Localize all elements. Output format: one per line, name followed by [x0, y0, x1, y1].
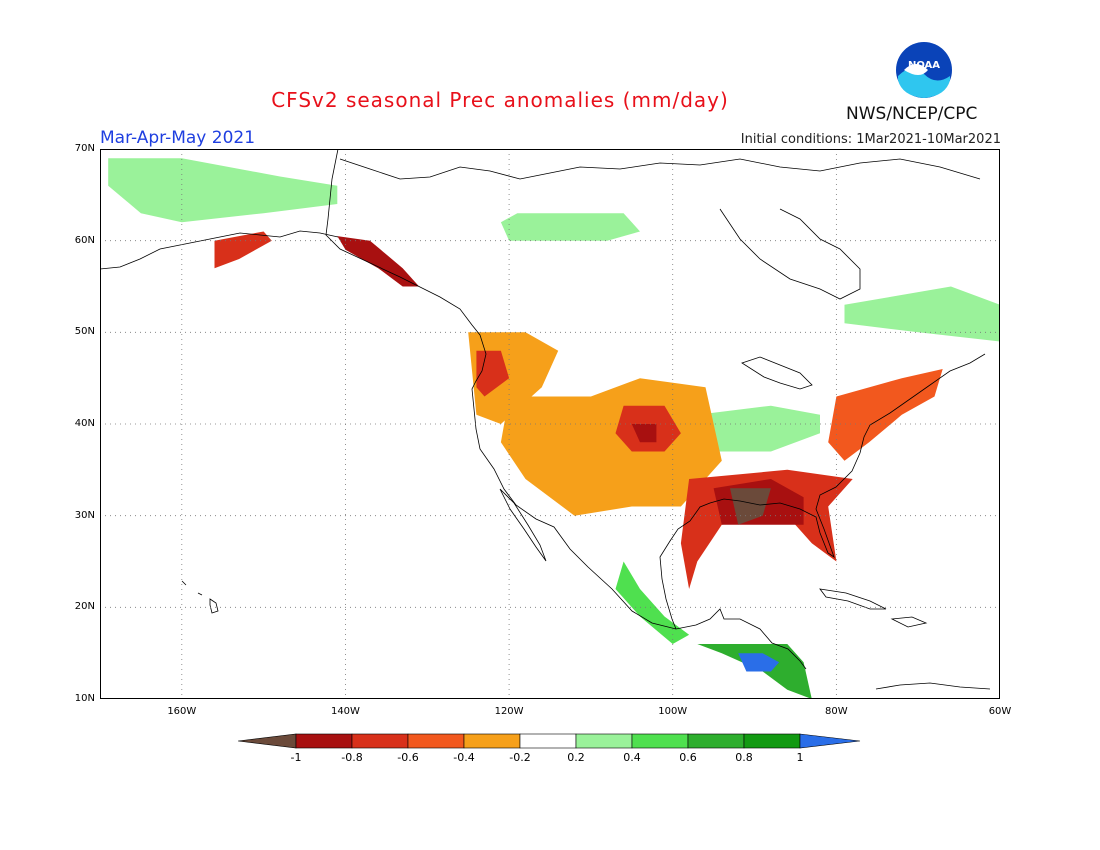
anomaly-region-5 — [697, 644, 812, 699]
svg-text:NOAA: NOAA — [908, 60, 940, 71]
initial-conditions-label: Initial conditions: 1Mar2021-10Mar2021 — [740, 132, 1001, 147]
colorbar-label: 1 — [796, 751, 804, 764]
lat-label: 40N — [74, 418, 95, 429]
canada-arctic-coastline — [339, 158, 981, 180]
north-america-coastline — [325, 149, 807, 670]
hispaniola — [890, 616, 928, 628]
anomaly-region-4 — [615, 561, 690, 644]
alaska-coastline — [100, 230, 339, 270]
colorbar-left-triangle — [238, 733, 297, 749]
baja-california — [499, 488, 547, 562]
colorbar-segment — [631, 733, 689, 749]
colorbar-label: -0.6 — [397, 751, 419, 764]
lon-label: 140W — [330, 706, 360, 717]
coastlines-layer — [100, 149, 991, 690]
noaa-logo: NOAA — [894, 40, 954, 100]
anomaly-region-6 — [738, 653, 780, 672]
precip-anomaly-map — [100, 149, 1000, 699]
anomaly-region-16 — [337, 236, 420, 287]
colorbar-label: 0.8 — [735, 751, 753, 764]
cuba — [819, 588, 887, 610]
season-label: Mar-Apr-May 2021 — [100, 128, 256, 148]
lat-label: 50N — [74, 326, 95, 338]
anomaly-region-8 — [476, 350, 510, 397]
colorbar-right-triangle — [799, 733, 861, 749]
lat-label: 30N — [74, 509, 95, 521]
anomaly-regions-layer — [108, 158, 1000, 699]
hudson-bay-coastline — [719, 208, 861, 300]
colorbar-segment — [351, 733, 409, 749]
colorbar-label: 0.4 — [623, 751, 641, 764]
anomaly-region-17 — [214, 231, 272, 269]
anomaly-region-2 — [844, 286, 1000, 342]
lat-label: 60N — [74, 234, 95, 246]
colorbar — [238, 733, 861, 749]
lon-label: 100W — [658, 706, 688, 717]
lat-label: 20N — [74, 601, 95, 613]
colorbar-segment — [575, 733, 633, 749]
colorbar-segment — [687, 733, 745, 749]
lon-label: 60W — [988, 706, 1012, 717]
anomaly-region-0 — [108, 158, 338, 223]
chart-title: CFSv2 seasonal Prec anomalies (mm/day) — [271, 88, 729, 112]
colorbar-label: -0.8 — [341, 751, 363, 764]
lon-label: 120W — [494, 706, 524, 717]
hawaii-islands — [181, 580, 219, 614]
colorbar-label: -0.4 — [453, 751, 475, 764]
colorbar-label: -0.2 — [509, 751, 531, 764]
colorbar-segment — [463, 733, 521, 749]
graticule-layer — [100, 149, 1000, 699]
colorbar-label: 0.2 — [567, 751, 585, 764]
anomaly-region-11 — [631, 424, 657, 443]
colorbar-label: 0.6 — [679, 751, 697, 764]
great-lakes — [741, 356, 813, 390]
colorbar-segment — [743, 733, 801, 749]
colorbar-label: -1 — [290, 751, 302, 764]
anomaly-region-3 — [689, 405, 820, 452]
lat-label: 70N — [74, 143, 95, 154]
lat-label: 10N — [74, 693, 95, 704]
gulf-coastline — [659, 353, 986, 630]
colorbar-segment — [519, 733, 577, 749]
anomaly-region-1 — [500, 213, 640, 241]
organization-label: NWS/NCEP/CPC — [846, 104, 978, 124]
lon-label: 80W — [825, 706, 848, 717]
south-america-north-coast — [875, 682, 991, 690]
colorbar-segment — [295, 733, 353, 749]
lon-label: 160W — [167, 706, 197, 717]
anomaly-region-15 — [828, 369, 943, 461]
colorbar-segment — [407, 733, 465, 749]
